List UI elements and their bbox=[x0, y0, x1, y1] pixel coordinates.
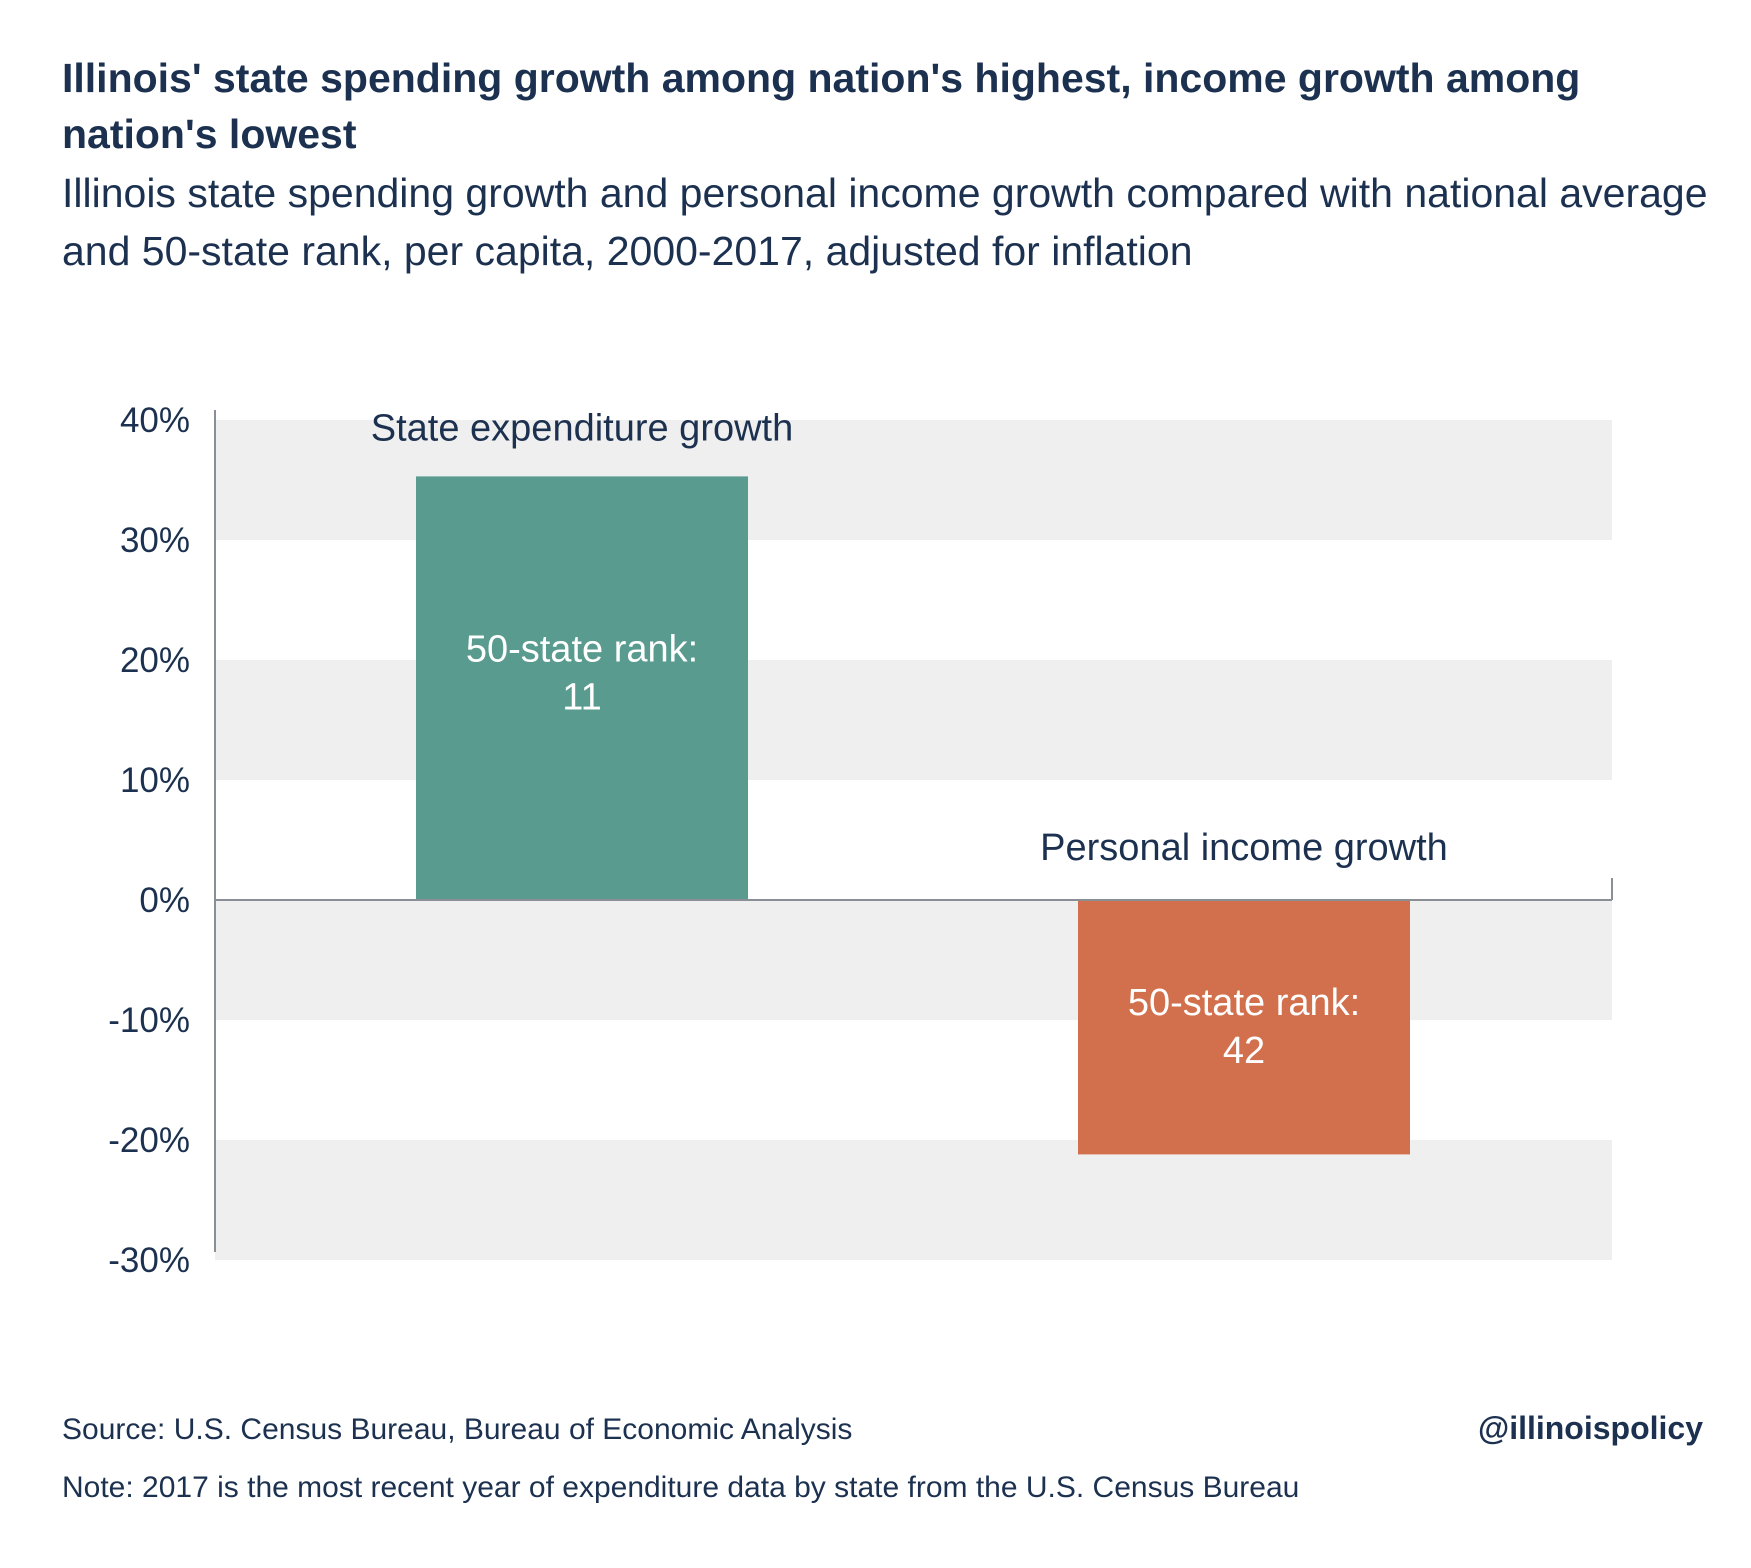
y-tick-label: -30% bbox=[108, 1241, 190, 1280]
bar-category-label: State expenditure growth bbox=[371, 407, 794, 449]
bar-rank-label: 11 bbox=[562, 676, 601, 718]
y-tick-label: -20% bbox=[108, 1121, 190, 1160]
y-tick-label: 30% bbox=[120, 521, 190, 560]
source-note: Source: U.S. Census Bureau, Bureau of Ec… bbox=[62, 1413, 853, 1446]
bar bbox=[416, 476, 748, 900]
y-tick-label: -10% bbox=[108, 1001, 190, 1040]
y-tick-label: 40% bbox=[120, 401, 190, 440]
bar-chart: 40% 30% 20% 10% 0% -10% -20% -30% State expendit… bbox=[108, 401, 1613, 1280]
bar-rank-label: 42 bbox=[1223, 1030, 1265, 1072]
chart-title: Illinois' state spending growth among na… bbox=[62, 55, 1581, 157]
bar-category-label: Personal income growth bbox=[1040, 827, 1448, 869]
bar-rank-label: 50-state rank: bbox=[1128, 982, 1360, 1024]
y-tick-label: 20% bbox=[120, 641, 190, 680]
chart-subtitle: Illinois state spending growth and perso… bbox=[62, 170, 1708, 274]
footnote: Note: 2017 is the most recent year of ex… bbox=[62, 1471, 1300, 1504]
grid-band bbox=[215, 1140, 1612, 1260]
y-tick-label: 10% bbox=[120, 761, 190, 800]
y-tick-label: 0% bbox=[139, 881, 190, 920]
brand-handle: @illinoispolicy bbox=[1477, 1410, 1703, 1446]
bar bbox=[1078, 900, 1410, 1155]
bar-rank-label: 50-state rank: bbox=[466, 628, 698, 670]
